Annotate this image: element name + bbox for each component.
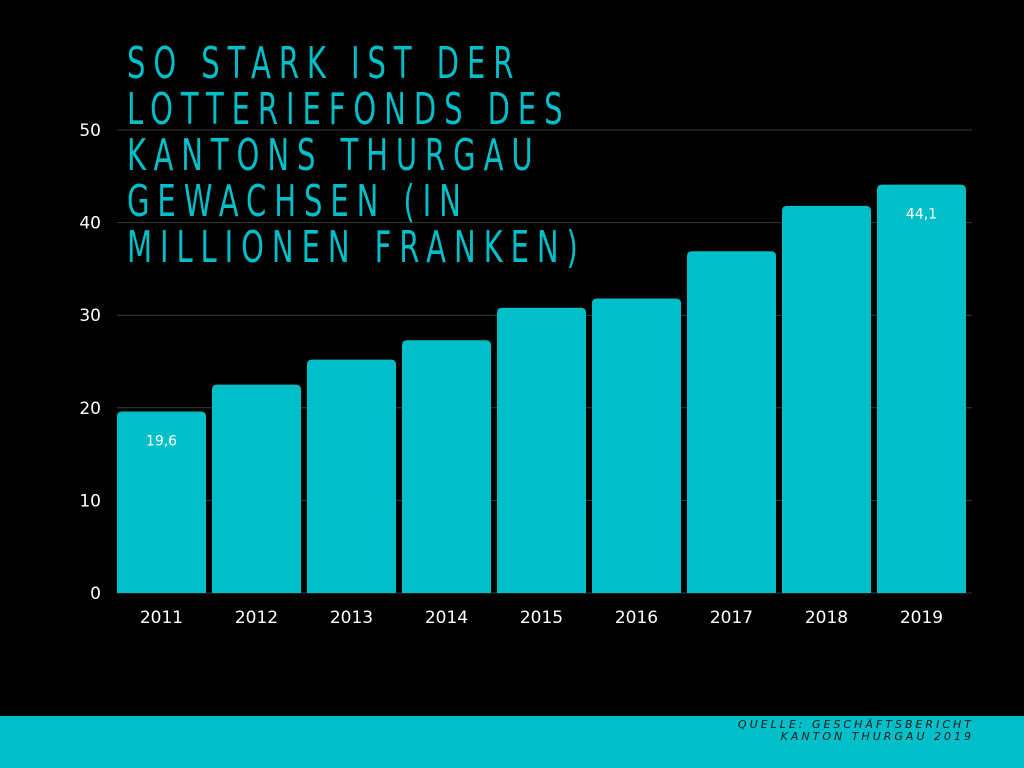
bars <box>117 184 966 593</box>
bar-2013 <box>307 359 396 593</box>
x-tick-label: 2013 <box>330 608 373 628</box>
data-labels: 19,6 44,1 <box>146 207 937 450</box>
x-tick-label: 2012 <box>235 608 278 628</box>
y-tick-label: 30 <box>79 306 101 326</box>
y-tick-label: 50 <box>79 121 101 141</box>
x-tick-label: 2014 <box>425 608 468 628</box>
bar-2012 <box>212 384 301 593</box>
bar-2018 <box>782 205 871 593</box>
y-tick-label: 0 <box>90 584 101 604</box>
bar-2011 <box>117 411 206 593</box>
bar-2015 <box>497 307 586 593</box>
y-tick-label: 40 <box>79 214 101 234</box>
bar-2017 <box>687 251 776 593</box>
x-tick-label: 2017 <box>710 608 753 628</box>
x-tick-label: 2016 <box>615 608 658 628</box>
bar-2019 <box>877 184 966 593</box>
chart-title: So stark ist der Lotteriefonds des Kanto… <box>127 38 586 273</box>
y-tick-label: 20 <box>79 399 101 419</box>
x-axis-ticks: 2011 2012 2013 2014 2015 2016 2017 2018 2019 <box>140 608 943 628</box>
bar-2016 <box>592 298 681 593</box>
y-axis-ticks: 0 10 20 30 40 50 <box>79 121 101 604</box>
x-tick-label: 2018 <box>805 608 848 628</box>
source-note: Quelle: Geschäftsbericht Kanton Thurgau … <box>737 718 974 743</box>
data-label: 19,6 <box>146 434 177 450</box>
x-tick-label: 2015 <box>520 608 563 628</box>
y-tick-label: 10 <box>79 491 101 511</box>
x-tick-label: 2011 <box>140 608 183 628</box>
bar-2014 <box>402 340 491 593</box>
x-tick-label: 2019 <box>900 608 943 628</box>
footer-bar <box>0 716 1024 768</box>
data-label: 44,1 <box>906 207 937 223</box>
